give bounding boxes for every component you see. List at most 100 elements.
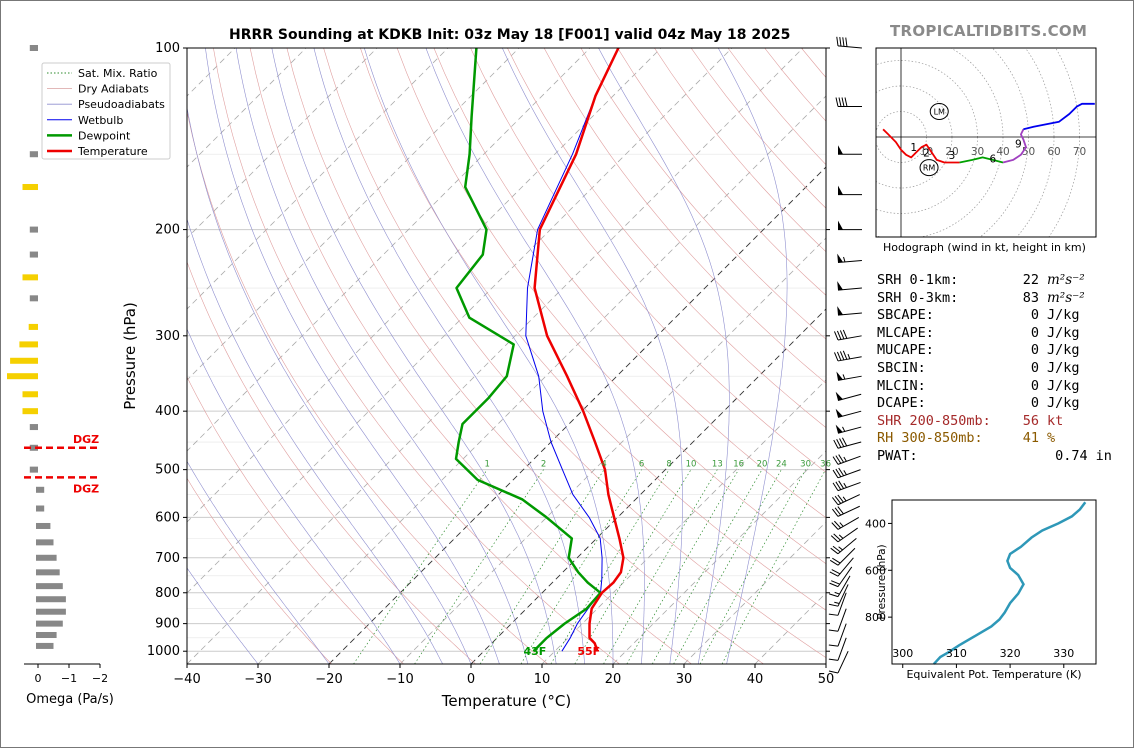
wind-barb	[835, 424, 862, 434]
stat-label: SHR 200-850mb:	[877, 412, 991, 429]
hodograph-frame	[875, 47, 1097, 238]
omega-tick-label: −1	[61, 672, 77, 685]
stat-row: DCAPE: 0 J/kg	[877, 395, 1112, 413]
wind-barb-full	[841, 437, 848, 447]
stat-unit: m²s⁻²	[1047, 289, 1085, 306]
wind-barb-full	[835, 97, 839, 107]
dry-adiabat-line	[187, 477, 332, 664]
wind-barb-staff	[837, 575, 851, 597]
stat-label: RH 300-850mb:	[877, 430, 983, 447]
stat-row: MUCAPE: 0 J/kg	[877, 342, 1112, 360]
wind-barb-half	[843, 470, 847, 476]
dry-adiabat-line	[433, 48, 826, 519]
theta-e-y-label: Pressure (hPa)	[876, 544, 888, 619]
omega-bar	[36, 554, 57, 561]
wind-barb-full	[836, 330, 842, 340]
stat-row: SHR 200-850mb: 56 kt	[877, 413, 1112, 431]
hodograph-height-label: 6	[989, 154, 996, 166]
wind-barb	[829, 566, 853, 588]
pseudoadiabat-line	[187, 105, 472, 664]
dry-adiabat-line	[396, 48, 826, 565]
stat-label: DCAPE:	[877, 395, 926, 412]
wind-barb-flag	[837, 306, 843, 316]
stat-label: MLCIN:	[877, 377, 926, 394]
isotherm-line	[187, 48, 662, 523]
wind-barb-full	[831, 508, 839, 517]
dewpoint-trace	[454, 48, 602, 653]
hodograph-trace	[1002, 128, 1027, 164]
omega-bar	[29, 295, 38, 302]
wind-barb	[829, 547, 856, 566]
stat-value: 0	[1030, 342, 1039, 359]
wind-barb-staff	[837, 505, 860, 517]
wind-barb-half	[838, 534, 844, 539]
wind-barb-full	[838, 480, 845, 489]
theta-e-frame	[891, 499, 1097, 665]
mixing-ratio-line	[520, 469, 642, 664]
wind-barb-staff	[837, 469, 861, 479]
wind-barb	[828, 592, 847, 616]
wind-barb-flag	[838, 145, 843, 155]
wind-barb	[832, 467, 861, 479]
stat-row: MLCAPE: 0 J/kg	[877, 325, 1112, 343]
wind-barb	[829, 575, 851, 598]
omega-bar	[10, 357, 38, 364]
omega-bar	[36, 642, 54, 649]
omega-bar	[36, 632, 57, 639]
omega-bar	[22, 274, 38, 281]
wind-barb-full	[828, 613, 839, 616]
wind-barb-half	[843, 256, 846, 263]
omega-bar	[36, 486, 45, 493]
stat-unit: J/kg	[1047, 395, 1080, 412]
wind-barb	[836, 371, 862, 381]
theta-e-y-tick-label: 600	[865, 564, 886, 577]
wind-barb-full	[830, 547, 839, 555]
wind-barb-full	[835, 468, 842, 478]
wind-barb-full	[833, 520, 841, 529]
wind-barb	[829, 557, 854, 577]
temperature-trace	[533, 48, 625, 652]
hodograph-trace	[1023, 102, 1095, 131]
y-tick-label: 600	[155, 510, 180, 525]
hodograph-ring-label: 70	[1073, 146, 1086, 158]
dry-adiabat-line	[187, 109, 548, 664]
skewt-axes-frame	[186, 47, 827, 665]
x-tick-label: −10	[386, 672, 413, 687]
legend-label: Dewpoint	[78, 129, 131, 142]
theta-e-y-tick-label: 800	[865, 611, 886, 624]
x-tick-label: 20	[605, 672, 622, 687]
wind-barb-flag	[836, 371, 843, 381]
isotherm-line	[541, 379, 826, 664]
wind-barb-full	[828, 670, 839, 674]
y-tick-label: 900	[155, 617, 180, 632]
theta-e-x-tick-label: 330	[1053, 647, 1074, 660]
wind-barb-full	[839, 351, 845, 361]
wind-barb-full	[829, 559, 839, 566]
stat-label: SRH 0-3km:	[877, 289, 959, 306]
stat-row: RH 300-850mb: 41%	[877, 430, 1112, 448]
stat-row: SRH 0-1km: 22 m²s⁻²	[877, 272, 1112, 290]
wind-barb-flag	[838, 185, 843, 195]
mixing-ratio-label: 8	[666, 460, 671, 470]
wind-barb-full	[842, 329, 848, 339]
hodograph-height-label: 9	[1015, 138, 1022, 150]
wind-barb-full	[828, 603, 839, 607]
stat-value: 41	[1022, 430, 1039, 447]
wind-barb-full	[834, 507, 842, 516]
omega-bar	[22, 408, 38, 415]
wind-barb-full	[828, 629, 839, 632]
wind-barb-full	[845, 37, 848, 47]
wind-barb-full	[832, 469, 839, 479]
surface-dewpoint-label: 43F	[523, 645, 546, 658]
stat-row: MLCIN: 0 J/kg	[877, 378, 1112, 396]
pseudoadiabat-line	[271, 48, 557, 664]
mixing-ratio-line	[626, 469, 740, 664]
omega-bar	[28, 323, 38, 330]
wind-barb-staff	[837, 566, 853, 587]
wind-barb-half	[843, 456, 847, 462]
theta-e-inset: 400 600 800 300 310 320 330 Equivalent Pot. Tem…	[865, 499, 1097, 681]
wind-barb-half	[847, 353, 851, 360]
pseudoadiabat-line	[364, 48, 614, 664]
stat-unit: %	[1047, 430, 1056, 447]
